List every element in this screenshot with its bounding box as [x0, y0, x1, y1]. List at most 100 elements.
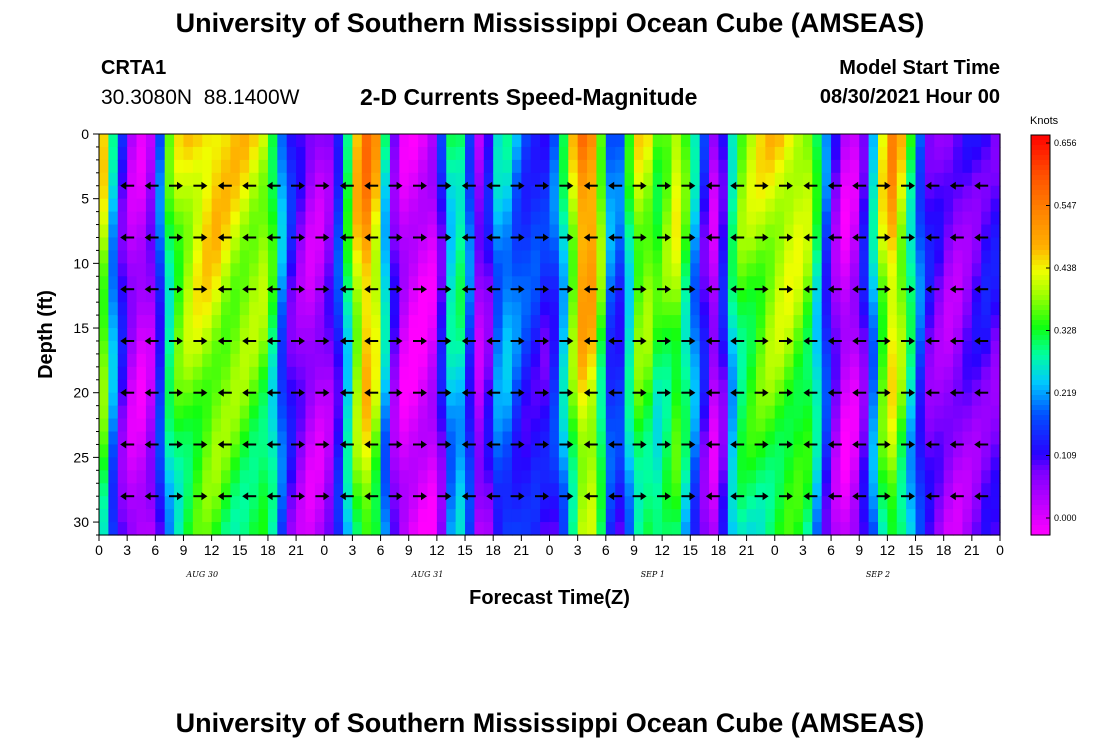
- heat-cell: [155, 289, 166, 303]
- heat-cell: [343, 159, 354, 174]
- heat-cell: [962, 159, 973, 174]
- heat-cell: [258, 134, 269, 148]
- heat-cell: [202, 146, 213, 161]
- heat-cell: [267, 211, 278, 226]
- heat-cell: [239, 276, 250, 290]
- arrow-head: [201, 337, 208, 345]
- heat-cell: [568, 250, 579, 264]
- chart-subtitle: 2-D Currents Speed-Magnitude: [360, 84, 698, 110]
- heat-cell: [587, 392, 598, 407]
- heat-cell: [249, 315, 260, 329]
- heat-cell: [249, 263, 260, 277]
- heat-cell: [408, 224, 419, 239]
- heat-cell: [718, 263, 729, 277]
- heat-cell: [127, 470, 138, 484]
- heat-cell: [267, 431, 278, 446]
- heat-cell: [502, 366, 513, 381]
- heat-cell: [568, 470, 579, 484]
- heat-cell: [868, 366, 879, 381]
- arrow-head: [803, 337, 810, 345]
- heat-cell: [887, 366, 898, 381]
- heat-cell: [859, 289, 870, 303]
- heat-cell: [108, 198, 119, 213]
- heat-cell: [389, 146, 400, 161]
- heat-cell: [333, 276, 344, 290]
- heat-cell: [849, 353, 860, 368]
- current-arrow: [583, 440, 598, 449]
- current-arrow: [461, 388, 476, 397]
- heat-cell: [943, 470, 954, 484]
- current-arrow: [120, 181, 135, 190]
- heat-cell: [174, 289, 185, 303]
- arrow-head: [608, 388, 615, 397]
- heat-cell: [962, 431, 973, 446]
- arrow-head: [583, 492, 590, 501]
- heat-cell: [436, 263, 447, 277]
- heat-cell: [971, 405, 982, 420]
- heat-cell: [108, 379, 119, 394]
- heat-cell: [371, 496, 382, 510]
- colorbar-cell: [1031, 135, 1050, 141]
- heat-cell: [990, 237, 1001, 252]
- heat-cell: [418, 134, 429, 148]
- heat-cell: [727, 224, 738, 239]
- heat-cell: [361, 366, 372, 381]
- heat-cell: [596, 211, 607, 226]
- heat-cell: [277, 172, 288, 187]
- heat-cell: [868, 353, 879, 368]
- colorbar-cell: [1031, 405, 1050, 411]
- heat-cell: [699, 470, 710, 484]
- heat-cell: [924, 379, 935, 394]
- heat-cell: [587, 172, 598, 187]
- heat-cell: [343, 405, 354, 420]
- heat-cell: [699, 431, 710, 446]
- heat-cell: [615, 250, 626, 264]
- heat-cell: [793, 457, 804, 471]
- current-arrow: [681, 337, 696, 345]
- heat-cell: [427, 522, 438, 536]
- heat-cell: [483, 159, 494, 174]
- current-arrow: [559, 233, 574, 242]
- heat-cell: [690, 483, 701, 497]
- heat-cell: [164, 289, 175, 303]
- heat-cell: [915, 289, 926, 303]
- heat-cell: [521, 198, 532, 213]
- heat-cell: [164, 315, 175, 329]
- heat-cell: [718, 289, 729, 303]
- heat-cell: [493, 172, 504, 187]
- heat-cell: [793, 431, 804, 446]
- current-arrow: [974, 388, 989, 397]
- heat-cell: [418, 172, 429, 187]
- heat-cell: [343, 276, 354, 290]
- heat-cell: [802, 211, 813, 226]
- heat-cell: [577, 172, 588, 187]
- heat-cell: [680, 418, 691, 433]
- heat-cell: [981, 405, 992, 420]
- heat-cell: [446, 431, 457, 446]
- heat-cell: [596, 353, 607, 368]
- heat-cell: [680, 315, 691, 329]
- heat-cell: [230, 328, 241, 342]
- heat-cell: [596, 224, 607, 239]
- heat-cell: [643, 237, 654, 252]
- heat-cell: [633, 289, 644, 303]
- heat-cell: [286, 392, 297, 407]
- heat-cell: [765, 483, 776, 497]
- heat-cell: [605, 392, 616, 407]
- arrow-head: [461, 440, 468, 449]
- arrow-head: [852, 440, 859, 449]
- heat-cell: [455, 237, 466, 252]
- heat-cell: [633, 263, 644, 277]
- heat-cell: [192, 185, 203, 200]
- x-day-label: AUG 30: [185, 570, 218, 579]
- heat-cell: [633, 276, 644, 290]
- heat-cell: [802, 418, 813, 433]
- heat-cell: [784, 172, 795, 187]
- heat-cell: [455, 444, 466, 458]
- heat-cell: [174, 392, 185, 407]
- heat-cell: [521, 392, 532, 407]
- heat-cell: [408, 237, 419, 252]
- heat-cell: [718, 159, 729, 174]
- heat-cell: [549, 172, 560, 187]
- heat-cell: [174, 522, 185, 536]
